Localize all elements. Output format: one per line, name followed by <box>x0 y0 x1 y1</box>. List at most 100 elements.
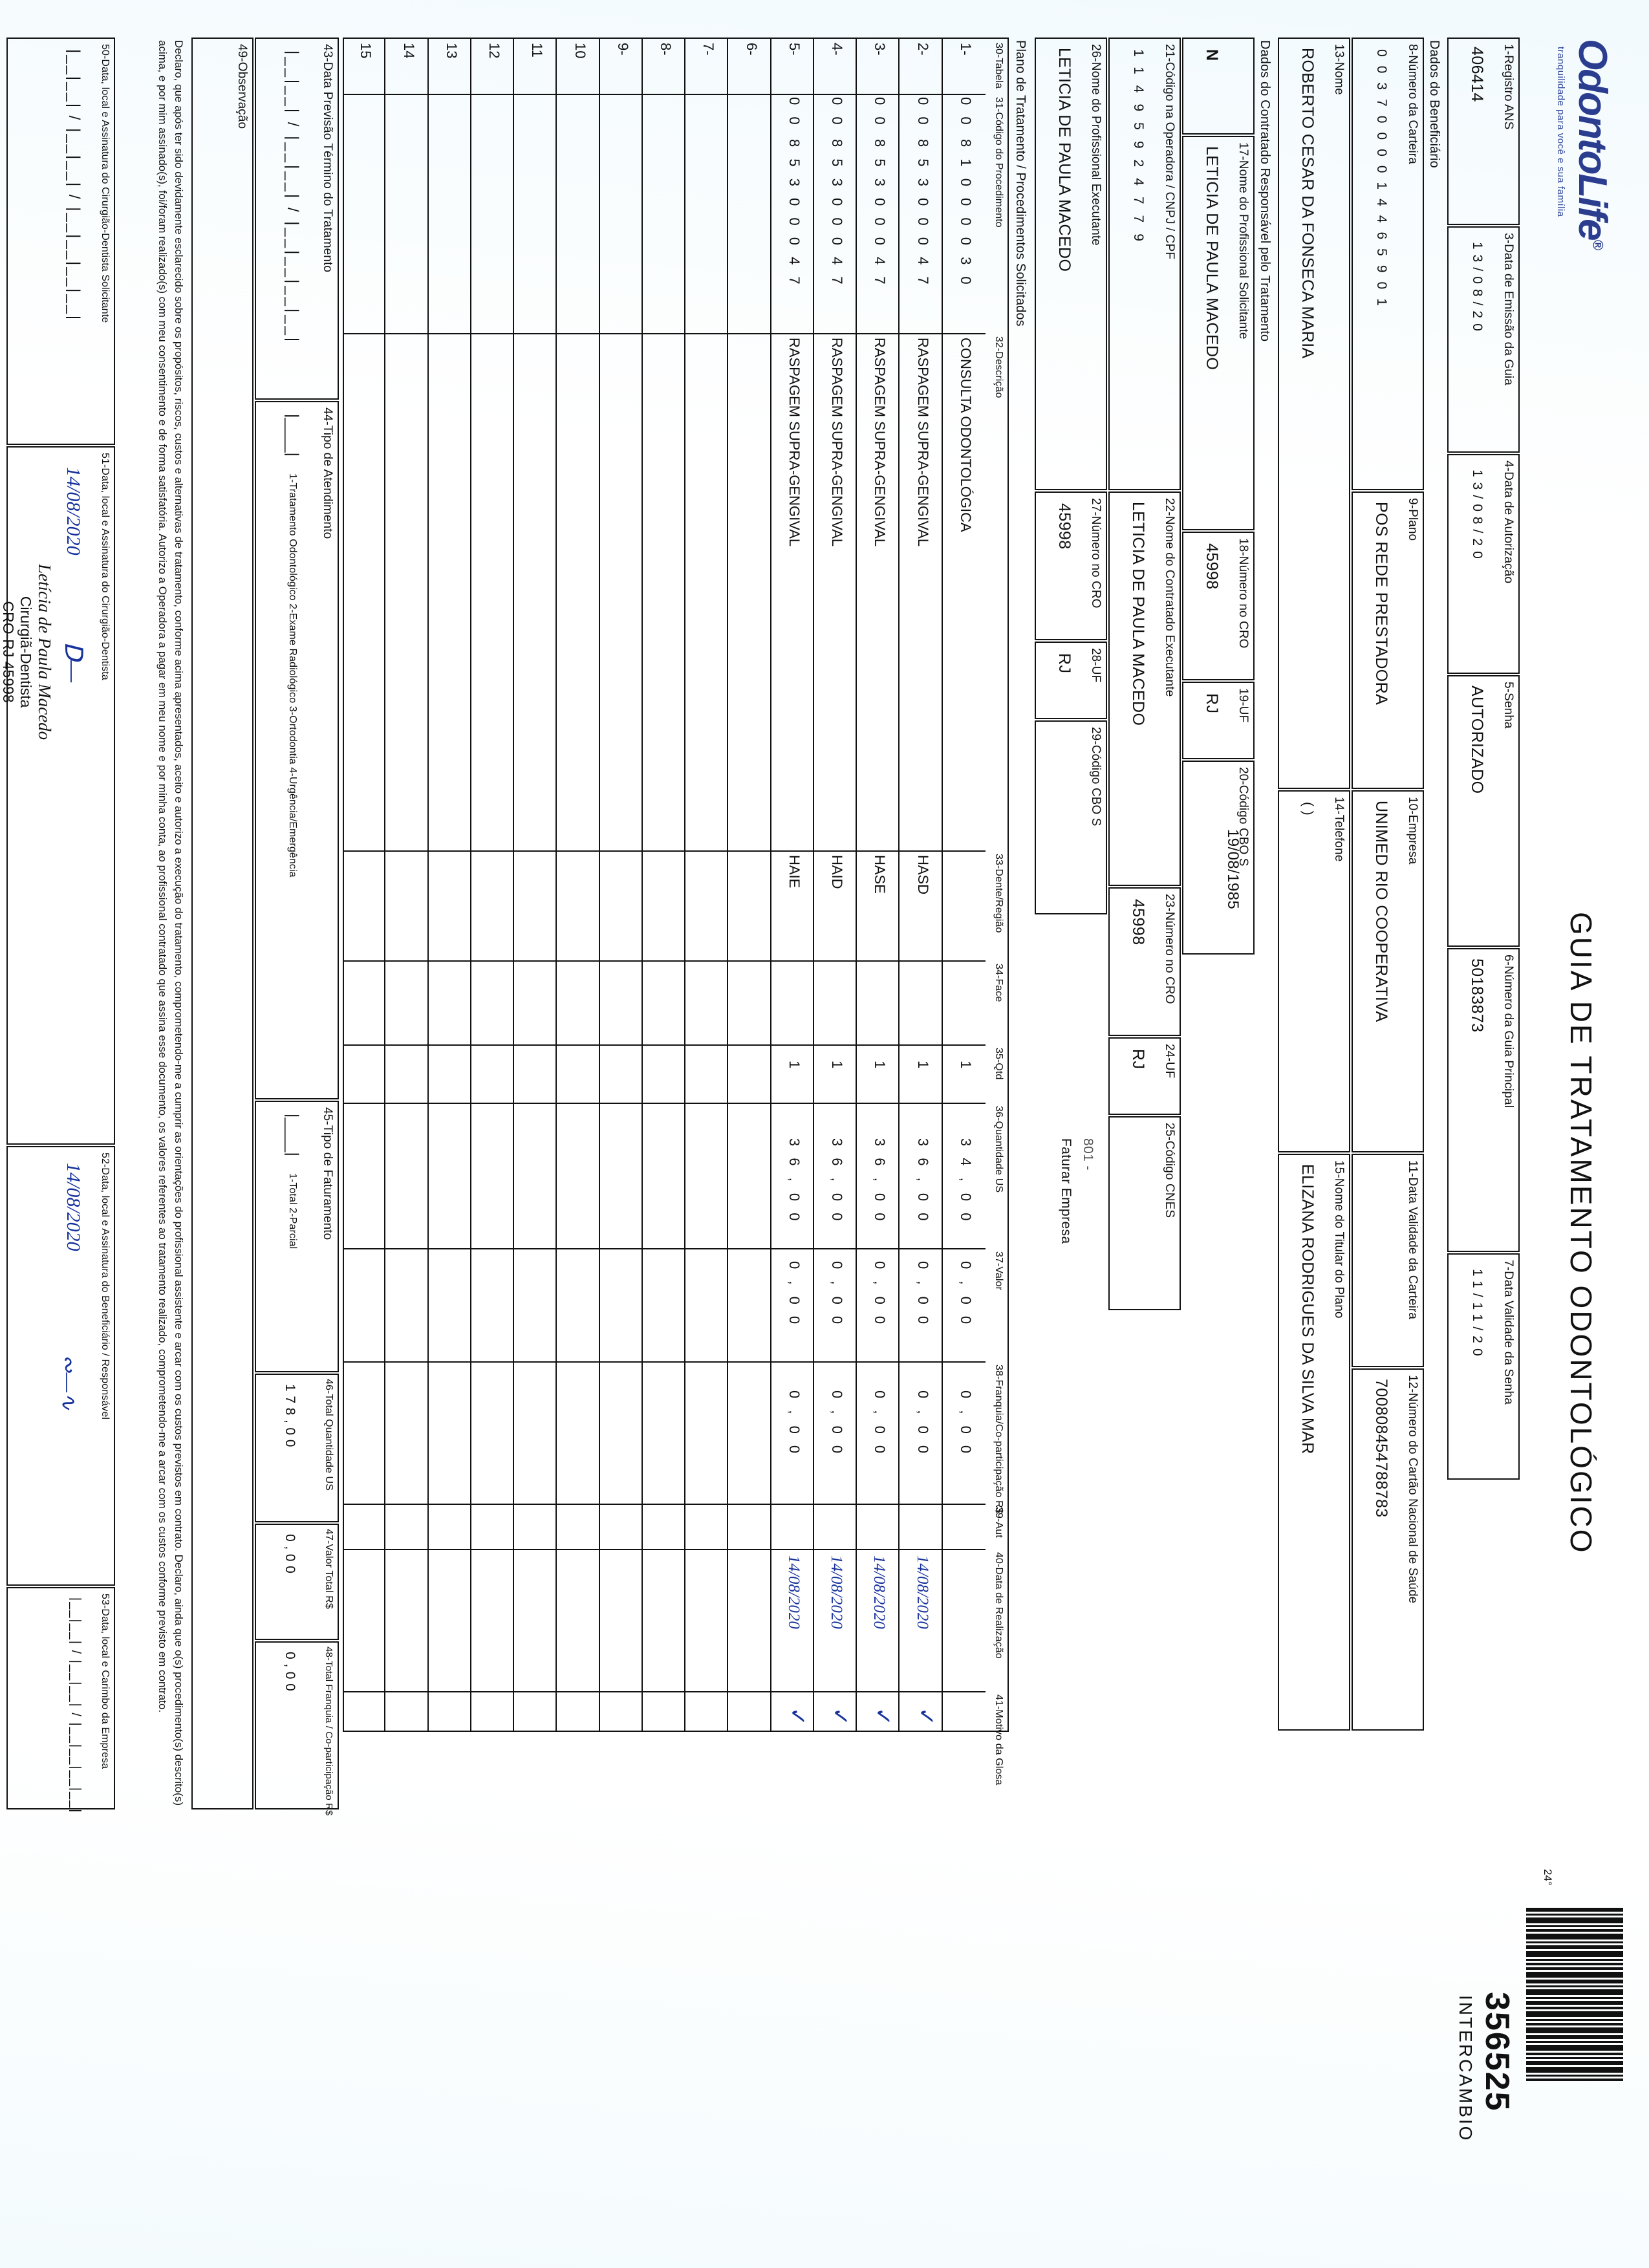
cell-qtd[interactable]: 1 <box>958 1061 974 1069</box>
cell-tabela[interactable]: 0 0 <box>958 97 974 129</box>
cell-franquia[interactable]: 0 , 0 0 <box>914 1390 931 1458</box>
contract-section-label: Dados do Contratado Responsável pelo Tra… <box>1258 40 1272 342</box>
field-44-box[interactable]: |____| <box>284 414 301 457</box>
cell-descricao[interactable]: CONSULTA ODONTOLÓGICA <box>958 338 974 532</box>
cell-n[interactable]: 6- <box>743 43 760 56</box>
cell-n[interactable]: 12 <box>486 43 503 59</box>
field-20-codigo-cbos: 20-Código CBO S <box>1182 761 1255 955</box>
field-17-value[interactable]: LETICIA DE PAULA MACEDO <box>1203 146 1221 371</box>
field-4-value[interactable]: 13/08/20 <box>1470 470 1485 564</box>
cell-codigo[interactable]: 8 5 3 0 0 0 4 7 <box>872 139 889 288</box>
cell-valor[interactable]: 0 , 0 0 <box>786 1261 803 1328</box>
cell-qtd[interactable]: 1 <box>872 1061 889 1069</box>
cell-qtdus[interactable]: 3 6 , 0 0 <box>786 1138 803 1225</box>
cell-n[interactable]: 1- <box>958 43 974 56</box>
cell-codigo[interactable]: 8 5 3 0 0 0 4 7 <box>829 139 846 288</box>
cell-n[interactable]: 8- <box>658 43 674 56</box>
field-29-label: 29-Código CBO S <box>1089 727 1103 826</box>
field-8-value[interactable]: 0037000014465901 <box>1374 49 1389 315</box>
field-45-box[interactable]: |____| <box>284 1114 301 1156</box>
cell-n[interactable]: 14 <box>400 43 417 59</box>
field-19-value[interactable]: RJ <box>1203 693 1221 714</box>
cell-n[interactable]: 9- <box>614 43 631 56</box>
field-23-label: 23-Número no CRO <box>1163 894 1176 1004</box>
field-20-label: 20-Código CBO S <box>1236 767 1250 867</box>
field-22-value[interactable]: LETICIA DE PAULA MACEDO <box>1129 502 1147 726</box>
field-12-value[interactable]: 700808454788783 <box>1372 1379 1390 1518</box>
field-47-value[interactable]: 0 , 0 0 <box>283 1534 297 1574</box>
field-46-value[interactable]: 1 7 8 , 0 0 <box>283 1384 297 1447</box>
field-18-value[interactable]: 45998 <box>1203 543 1221 590</box>
field-21-value[interactable]: 11495924779 <box>1131 49 1146 252</box>
field-27-value[interactable]: 45998 <box>1055 503 1073 550</box>
cell-qtdus[interactable]: 3 6 , 0 0 <box>914 1138 931 1225</box>
field-10-value[interactable]: UNIMED RIO COOPERATIVA <box>1372 801 1390 1022</box>
cell-franquia[interactable]: 0 , 0 0 <box>786 1390 803 1458</box>
cell-qtd[interactable]: 1 <box>829 1061 846 1069</box>
field-9-value[interactable]: POS REDE PRESTADORA <box>1372 502 1390 706</box>
field-6-value[interactable]: 50183873 <box>1468 958 1486 1033</box>
field-48-value[interactable]: 0 , 0 0 <box>283 1652 297 1692</box>
cell-franquia[interactable]: 0 , 0 0 <box>958 1390 974 1458</box>
field-7-value[interactable]: 11/11/20 <box>1470 1269 1485 1361</box>
cell-franquia[interactable]: 0 , 0 0 <box>829 1390 846 1458</box>
field-14-value[interactable]: ( ) <box>1300 802 1315 816</box>
field-8-numero-carteira: 8-Número da Carteira 0037000014465901 <box>1352 38 1424 490</box>
cell-data[interactable]: 14/08/2020 <box>913 1555 931 1629</box>
field-23-value[interactable]: 45998 <box>1129 899 1147 945</box>
field-28-value[interactable]: RJ <box>1055 653 1073 674</box>
field-53-date-boxes[interactable]: |__|__| / |__|__| / |__|__|__|__| <box>69 1597 83 1814</box>
cell-codigo[interactable]: 8 5 3 0 0 0 4 7 <box>914 139 931 288</box>
cell-valor[interactable]: 0 , 0 0 <box>872 1261 889 1328</box>
cell-franquia[interactable]: 0 , 0 0 <box>872 1390 889 1458</box>
cell-n[interactable]: 13 <box>443 43 460 59</box>
field-1-value[interactable]: 406414 <box>1468 47 1486 102</box>
cell-data[interactable]: 14/08/2020 <box>784 1555 803 1629</box>
cell-n[interactable]: 7- <box>700 43 717 56</box>
field-52-handwritten-date[interactable]: 14/08/2020 <box>63 1163 84 1251</box>
cell-qtd[interactable]: 1 <box>786 1061 803 1069</box>
cell-codigo[interactable]: 8 1 0 0 0 0 3 0 <box>958 139 974 288</box>
cell-tabela[interactable]: 0 0 <box>914 97 931 129</box>
field-5-value[interactable]: AUTORIZADO <box>1468 686 1486 794</box>
cell-n[interactable]: 11 <box>529 43 546 58</box>
cell-dente[interactable]: HASE <box>872 855 889 894</box>
cell-dente[interactable]: HAIE <box>786 855 803 889</box>
field-24-value[interactable]: RJ <box>1129 1049 1147 1070</box>
cell-n[interactable]: 15 <box>358 43 374 59</box>
field-51-handwritten-date[interactable]: 14/08/2020 <box>63 467 84 556</box>
cell-qtdus[interactable]: 3 6 , 0 0 <box>829 1138 846 1225</box>
cell-valor[interactable]: 0 , 0 0 <box>914 1261 931 1328</box>
cell-dente[interactable]: HASD <box>914 855 931 895</box>
field-12-label: 12-Número do Cartão Nacional de Saúde <box>1406 1375 1419 1604</box>
cell-tabela[interactable]: 0 0 <box>829 97 846 129</box>
cell-n[interactable]: 2- <box>914 43 931 56</box>
cell-data[interactable]: 14/08/2020 <box>828 1555 846 1629</box>
field-16-value[interactable]: N <box>1203 49 1221 61</box>
barcode <box>1526 1908 1623 2083</box>
cell-descricao[interactable]: RASPAGEM SUPRA-GENGIVAL <box>914 338 931 547</box>
field-50-date-boxes[interactable]: |__|__| / |__|__| / |__|__|__|__| <box>65 49 83 322</box>
cell-valor[interactable]: 0 , 0 0 <box>829 1261 846 1328</box>
cell-descricao[interactable]: RASPAGEM SUPRA-GENGIVAL <box>872 338 889 547</box>
cell-qtd[interactable]: 1 <box>914 1061 931 1069</box>
cell-n[interactable]: 10 <box>572 43 588 59</box>
cell-n[interactable]: 4- <box>829 43 846 56</box>
field-15-value[interactable]: ELIZANA RODRIGUES DA SILVA MAR <box>1299 1164 1317 1454</box>
cell-n[interactable]: 3- <box>872 43 889 56</box>
cell-qtdus[interactable]: 3 6 , 0 0 <box>872 1138 889 1225</box>
cell-dente[interactable]: HAID <box>829 855 846 889</box>
field-13-value[interactable]: ROBERTO CESAR DA FONSECA MARIA <box>1299 48 1317 359</box>
cell-data[interactable]: 14/08/2020 <box>870 1555 889 1629</box>
field-26-value[interactable]: LETICIA DE PAULA MACEDO <box>1055 48 1073 272</box>
cell-valor[interactable]: 0 , 0 0 <box>958 1261 974 1328</box>
cell-tabela[interactable]: 0 0 <box>786 97 803 129</box>
cell-codigo[interactable]: 8 5 3 0 0 0 4 7 <box>786 139 803 288</box>
field-3-value[interactable]: 13/08/20 <box>1470 242 1485 336</box>
cell-descricao[interactable]: RASPAGEM SUPRA-GENGIVAL <box>829 338 846 547</box>
cell-tabela[interactable]: 0 0 <box>872 97 889 129</box>
cell-descricao[interactable]: RASPAGEM SUPRA-GENGIVAL <box>786 338 803 547</box>
cell-n[interactable]: 5- <box>786 43 803 56</box>
cell-qtdus[interactable]: 3 4 , 0 0 <box>958 1138 974 1225</box>
field-17-label: 17-Nome do Profissional Solicitante <box>1236 142 1250 340</box>
